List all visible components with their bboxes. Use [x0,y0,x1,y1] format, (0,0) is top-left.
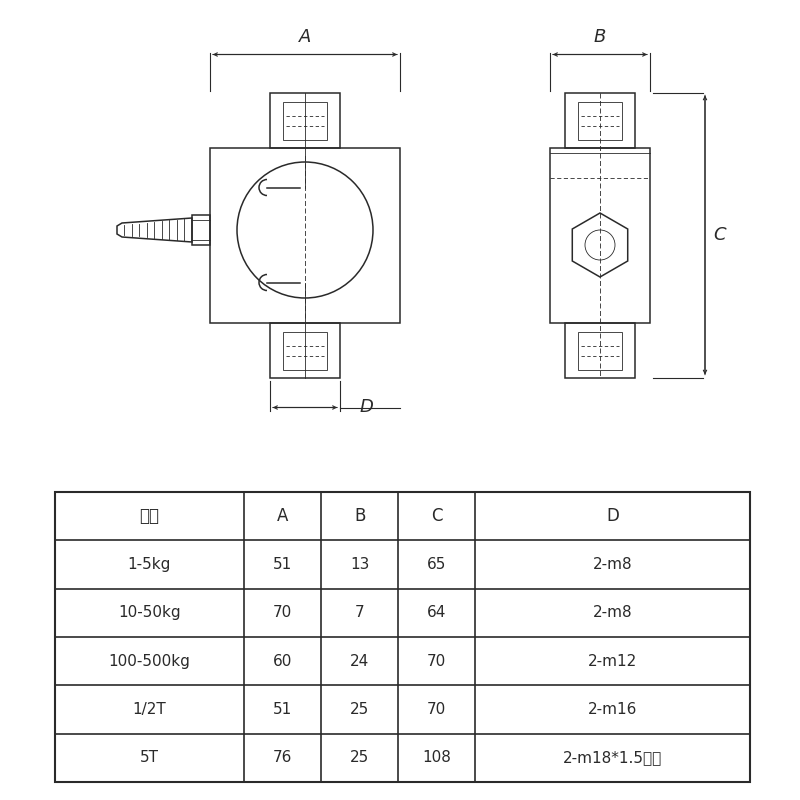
Text: 2-m8: 2-m8 [593,557,633,572]
Bar [270,93,340,147]
Bar [55,492,750,782]
Text: A: A [277,507,288,525]
Text: C: C [713,226,726,244]
Text: 25: 25 [350,750,370,766]
Bar [578,331,622,370]
Text: B: B [354,507,366,525]
Text: 64: 64 [427,606,446,620]
Text: 70: 70 [427,654,446,669]
Text: 51: 51 [273,557,292,572]
Bar [578,102,622,139]
Bar [210,147,400,322]
Text: 70: 70 [427,702,446,717]
Text: 25: 25 [350,702,370,717]
Text: 2-m18*1.5细牙: 2-m18*1.5细牙 [563,750,662,766]
Bar [283,102,327,139]
Text: 65: 65 [427,557,446,572]
Text: D: D [606,507,619,525]
Text: 量程: 量程 [139,507,159,525]
Text: D: D [360,398,374,417]
Bar [192,215,210,245]
Bar [550,147,650,322]
Text: 70: 70 [273,606,292,620]
Text: C: C [431,507,442,525]
Text: 5T: 5T [140,750,159,766]
Text: 10-50kg: 10-50kg [118,606,181,620]
Text: 108: 108 [422,750,451,766]
Text: 2-m12: 2-m12 [588,654,638,669]
Text: 7: 7 [354,606,365,620]
Text: B: B [594,29,606,46]
Text: A: A [299,29,311,46]
Bar [565,322,635,378]
Text: 2-m16: 2-m16 [588,702,638,717]
Bar [283,331,327,370]
Text: 13: 13 [350,557,370,572]
Text: 51: 51 [273,702,292,717]
Text: 76: 76 [273,750,292,766]
Text: 1/2T: 1/2T [133,702,166,717]
Text: 2-m8: 2-m8 [593,606,633,620]
Text: 1-5kg: 1-5kg [128,557,171,572]
Text: 24: 24 [350,654,370,669]
Bar [565,93,635,147]
Text: 100-500kg: 100-500kg [109,654,190,669]
Bar [270,322,340,378]
Text: 60: 60 [273,654,292,669]
